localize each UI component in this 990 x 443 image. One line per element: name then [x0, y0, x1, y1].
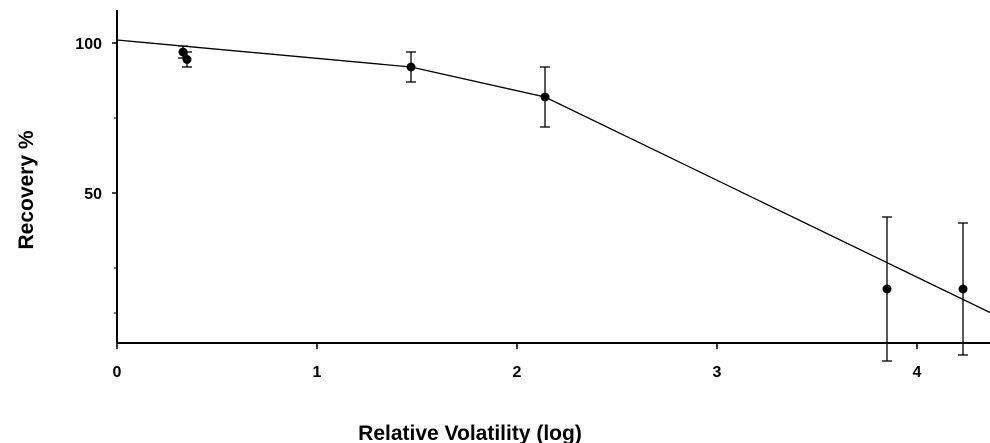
- data-point-group: [882, 216, 892, 362]
- data-point: [540, 92, 550, 102]
- x-tick-label: 0: [113, 364, 122, 381]
- fit-line: [116, 39, 990, 314]
- data-point: [406, 62, 416, 72]
- x-tick-label: 1: [313, 364, 322, 381]
- y-tick-label: 50: [84, 186, 102, 203]
- data-points-layer: [178, 45, 968, 362]
- data-point: [958, 284, 968, 294]
- data-point: [182, 55, 192, 64]
- fit-line-layer: [116, 39, 990, 314]
- data-point-group: [958, 222, 968, 356]
- y-tick-label: 100: [75, 36, 102, 53]
- x-tick-label: 2: [513, 364, 522, 381]
- data-point-group: [540, 66, 550, 128]
- data-point-group: [406, 51, 416, 83]
- y-axis-title: Recovery %: [15, 130, 38, 249]
- data-point: [882, 284, 892, 294]
- axes: 0 1 2 3 4 50 100: [75, 10, 990, 381]
- x-tick-label: 3: [713, 364, 722, 381]
- data-point-group: [182, 51, 192, 68]
- x-axis-title: Relative Volatility (log): [358, 422, 582, 443]
- x-tick-label: 4: [913, 364, 922, 381]
